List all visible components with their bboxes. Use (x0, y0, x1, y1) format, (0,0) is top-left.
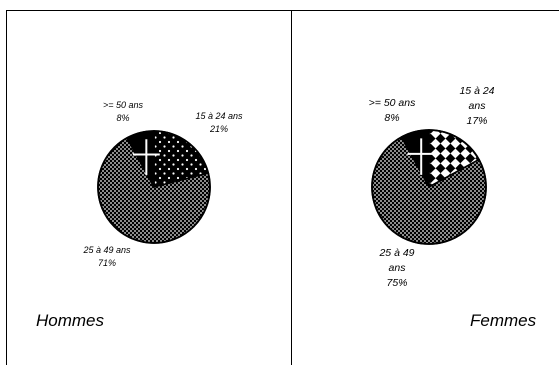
pie-femmes (371, 129, 487, 245)
label-hommes-50plus: >= 50 ans 8% (96, 99, 150, 125)
slice-label-text: >= 50 ans (368, 97, 416, 109)
panel-title-hommes: Hommes (36, 311, 105, 330)
slice-value-text: 21% (209, 124, 228, 135)
label-femmes-15-24: 15 à 24 ans 17% (450, 84, 504, 130)
slice-value-text: 71% (97, 258, 116, 269)
slice-label-text: 25 à 49 ans (379, 247, 415, 275)
pie-slice-cross-mark-0 (132, 139, 160, 176)
panel-frame (6, 10, 559, 365)
label-hommes-15-24: 15 à 24 ans 21% (188, 110, 250, 136)
label-hommes-25-49: 25 à 49 ans 71% (76, 244, 138, 270)
slice-value-text: 8% (116, 113, 130, 124)
slice-value-text: 17% (466, 115, 488, 128)
pie-hommes (97, 130, 211, 244)
panel-title-femmes: Femmes (470, 311, 537, 330)
pie-outline-0 (97, 130, 211, 244)
pie-slice-cross-mark-1 (407, 138, 435, 175)
label-femmes-25-49: 25 à 49 ans 75% (370, 246, 424, 292)
label-femmes-50plus: >= 50 ans 8% (360, 96, 424, 126)
slice-label-text: >= 50 ans (102, 100, 144, 110)
slice-label-text: 25 à 49 ans (83, 245, 131, 255)
slice-label-text: 15 à 24 ans (195, 111, 243, 121)
slice-value-text: 8% (384, 112, 400, 125)
slice-value-text: 75% (386, 277, 408, 290)
pie-outline-1 (371, 129, 487, 245)
slice-label-text: 15 à 24 ans (459, 85, 495, 113)
